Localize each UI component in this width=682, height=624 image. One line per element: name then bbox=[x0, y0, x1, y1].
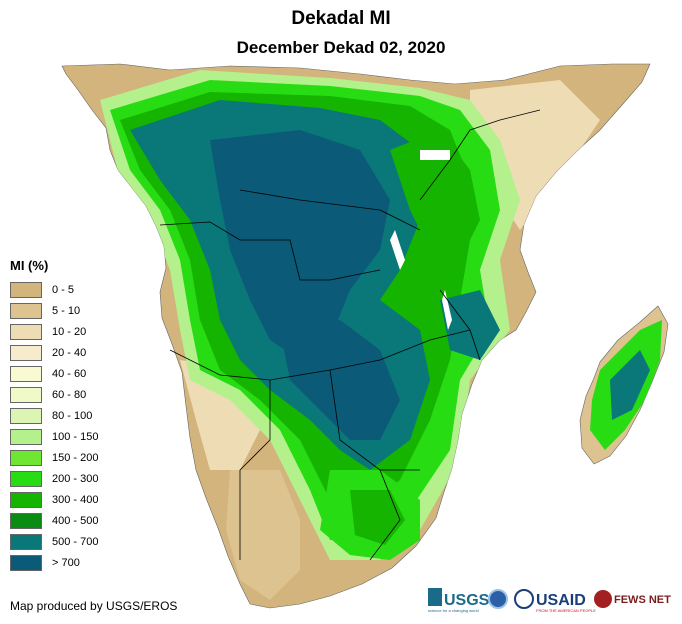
legend-swatch bbox=[10, 491, 42, 508]
legend-swatch bbox=[10, 365, 42, 382]
legend-item: 400 - 500 bbox=[10, 510, 98, 531]
map-credit: Map produced by USGS/EROS bbox=[10, 599, 178, 613]
legend-item: > 700 bbox=[10, 552, 98, 573]
legend-label: 200 - 300 bbox=[52, 472, 99, 485]
legend-label: 400 - 500 bbox=[52, 514, 99, 527]
country-borders bbox=[159, 109, 541, 561]
fewsnet-logo: FEWS NET bbox=[614, 594, 671, 606]
legend-item: 150 - 200 bbox=[10, 447, 98, 468]
legend-item: 80 - 100 bbox=[10, 405, 98, 426]
legend-swatch bbox=[10, 344, 42, 361]
legend-items: 0 - 5 5 - 10 10 - 20 20 - 40 40 - 60 60 - 80 8… bbox=[10, 279, 98, 573]
legend-item: 60 - 80 bbox=[10, 384, 98, 405]
legend-item: 300 - 400 bbox=[10, 489, 98, 510]
legend-label: 5 - 10 bbox=[52, 304, 81, 317]
legend-swatch bbox=[10, 386, 42, 403]
legend-swatch bbox=[10, 533, 42, 550]
legend-label: 80 - 100 bbox=[52, 409, 93, 422]
legend-item: 0 - 5 bbox=[10, 279, 98, 300]
legend-swatch bbox=[10, 281, 42, 298]
legend-label: 150 - 200 bbox=[52, 451, 99, 464]
legend-label: 20 - 40 bbox=[52, 346, 87, 359]
legend-swatch bbox=[10, 428, 42, 445]
usgs-tagline: science for a changing world bbox=[428, 608, 479, 613]
map-subtitle: December Dekad 02, 2020 bbox=[236, 38, 446, 57]
legend-label: 10 - 20 bbox=[52, 325, 87, 338]
legend-label: 300 - 400 bbox=[52, 493, 99, 506]
legend-item: 200 - 300 bbox=[10, 468, 98, 489]
legend-swatch bbox=[10, 554, 42, 571]
legend-label: 500 - 700 bbox=[52, 535, 99, 548]
legend-item: 20 - 40 bbox=[10, 342, 98, 363]
legend-item: 5 - 10 bbox=[10, 300, 98, 321]
usaid-seal-icon bbox=[514, 589, 534, 609]
legend: MI (%) 0 - 5 5 - 10 10 - 20 20 - 40 40 - 60 6… bbox=[10, 258, 98, 573]
usaid-logo: USAID bbox=[536, 592, 586, 609]
partner-logos: USGS science for a changing world USAID … bbox=[428, 588, 671, 613]
legend-swatch bbox=[10, 407, 42, 424]
legend-swatch bbox=[10, 512, 42, 529]
legend-title: MI (%) bbox=[10, 258, 49, 273]
legend-item: 100 - 150 bbox=[10, 426, 98, 447]
legend-item: 500 - 700 bbox=[10, 531, 98, 552]
legend-swatch bbox=[10, 302, 42, 319]
legend-label: > 700 bbox=[52, 556, 80, 569]
legend-label: 0 - 5 bbox=[52, 283, 75, 296]
legend-label: 40 - 60 bbox=[52, 367, 87, 380]
legend-label: 60 - 80 bbox=[52, 388, 87, 401]
legend-swatch bbox=[10, 323, 42, 340]
noaa-logo-icon bbox=[488, 589, 508, 609]
legend-item: 40 - 60 bbox=[10, 363, 98, 384]
usgs-logo: USGS bbox=[444, 592, 490, 609]
legend-swatch bbox=[10, 470, 42, 487]
usgs-logo-mark bbox=[428, 588, 442, 606]
usaid-tagline: FROM THE AMERICAN PEOPLE bbox=[536, 608, 596, 613]
legend-item: 10 - 20 bbox=[10, 321, 98, 342]
mi-zones bbox=[100, 70, 662, 600]
legend-swatch bbox=[10, 449, 42, 466]
map-title: Dekadal MI bbox=[291, 8, 391, 29]
fewsnet-logo-icon bbox=[594, 590, 612, 608]
legend-label: 100 - 150 bbox=[52, 430, 99, 443]
